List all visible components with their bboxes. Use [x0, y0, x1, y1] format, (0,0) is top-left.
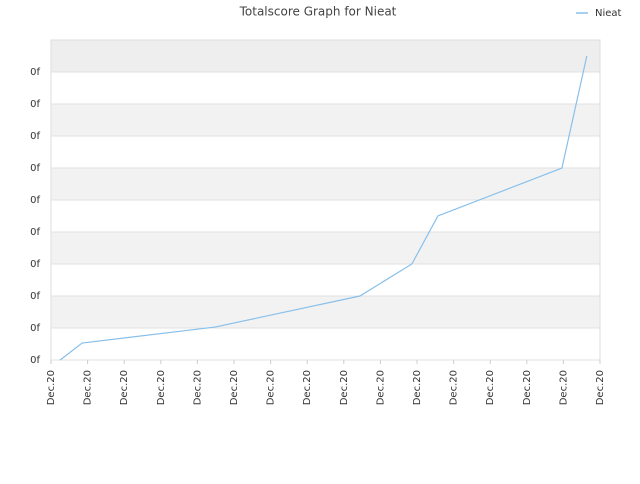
- x-tick-label: Dec.20: [302, 370, 313, 405]
- x-tick-label: Dec.20: [449, 370, 460, 405]
- x-tick-label: Dec.20: [119, 370, 130, 405]
- grid-band: [51, 40, 600, 72]
- x-tick-label: Dec.20: [83, 370, 94, 405]
- x-tick-label: Dec.20: [522, 370, 533, 405]
- x-tick-label: Dec.20: [485, 370, 496, 405]
- grid-band: [51, 200, 600, 232]
- x-tick-label: Dec.20: [558, 370, 569, 405]
- grid-band: [51, 296, 600, 328]
- x-tick-label: Dec.20: [375, 370, 386, 405]
- grid-band: [51, 136, 600, 168]
- x-tick-label: Dec.20: [46, 370, 57, 405]
- y-tick-label: 0f: [30, 259, 40, 270]
- y-tick-label: 0f: [30, 99, 40, 110]
- x-tick-label: Dec.20: [412, 370, 423, 405]
- y-tick-label: 0f: [30, 131, 40, 142]
- x-tick-label: Dec.20: [192, 370, 203, 405]
- y-tick-label: 0f: [30, 195, 40, 206]
- grid-band: [51, 72, 600, 104]
- y-tick-label: 0f: [30, 227, 40, 238]
- y-tick-label: 0f: [30, 291, 40, 302]
- x-tick-label: Dec.20: [595, 370, 606, 405]
- x-tick-label: Dec.20: [229, 370, 240, 405]
- x-tick-label: Dec.20: [156, 370, 167, 405]
- grid-band: [51, 168, 600, 200]
- grid-band: [51, 264, 600, 296]
- legend-label: Nieat: [595, 8, 622, 19]
- y-tick-label: 0f: [30, 355, 40, 366]
- grid-band: [51, 328, 600, 360]
- y-tick-label: 0f: [30, 67, 40, 78]
- series-line: [59, 55, 588, 361]
- x-tick-label: Dec.20: [266, 370, 277, 405]
- y-tick-label: 0f: [30, 323, 40, 334]
- grid-band: [51, 104, 600, 136]
- y-tick-label: 0f: [30, 163, 40, 174]
- grid-band: [51, 232, 600, 264]
- x-tick-label: Dec.20: [339, 370, 350, 405]
- chart-title: Totalscore Graph for Nieat: [239, 5, 397, 19]
